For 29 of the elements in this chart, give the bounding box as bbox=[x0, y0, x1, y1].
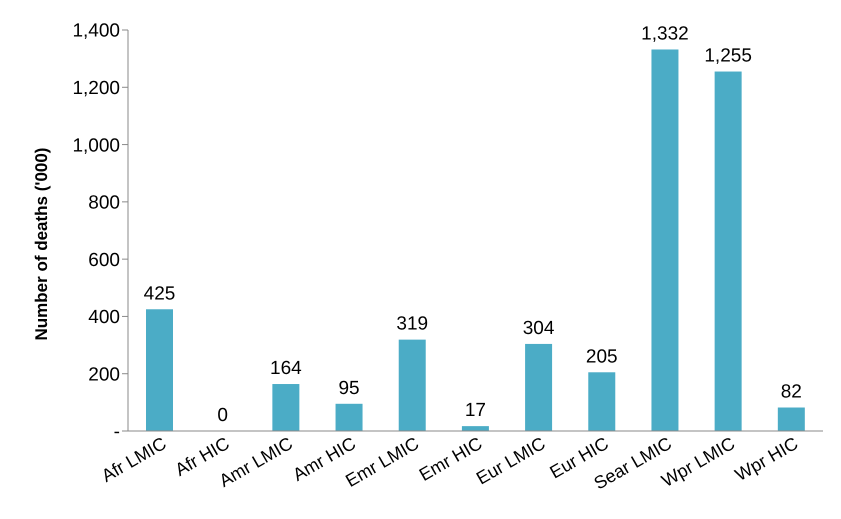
data-label: 0 bbox=[217, 405, 228, 426]
bar bbox=[146, 309, 173, 431]
data-label: 425 bbox=[144, 283, 176, 304]
y-tick-label: 1,200 bbox=[72, 78, 120, 100]
y-tick-label: 600 bbox=[88, 250, 120, 271]
data-label: 95 bbox=[338, 378, 360, 399]
data-label: 17 bbox=[464, 400, 486, 422]
y-tick-label: 1,400 bbox=[72, 20, 120, 42]
bar bbox=[778, 408, 805, 431]
y-tick-label: 1,000 bbox=[72, 135, 120, 156]
data-label: 1,332 bbox=[641, 23, 689, 44]
data-label: 164 bbox=[270, 358, 302, 380]
data-label: 82 bbox=[780, 382, 802, 403]
data-label: 319 bbox=[396, 314, 428, 335]
y-axis-title: Number of deaths ('000) bbox=[32, 148, 52, 340]
y-tick-label: 800 bbox=[88, 192, 120, 214]
data-label: 304 bbox=[522, 318, 555, 339]
y-tick-label: 400 bbox=[88, 307, 120, 328]
bar bbox=[714, 72, 742, 431]
bar bbox=[651, 49, 678, 431]
bar bbox=[272, 384, 300, 431]
bar bbox=[336, 404, 363, 431]
y-tick-label: 200 bbox=[88, 364, 120, 386]
bar bbox=[398, 340, 426, 431]
bar bbox=[588, 372, 616, 431]
bar bbox=[462, 426, 489, 431]
data-label: 1,255 bbox=[704, 46, 752, 67]
bar bbox=[525, 344, 552, 431]
data-label: 205 bbox=[586, 346, 618, 368]
